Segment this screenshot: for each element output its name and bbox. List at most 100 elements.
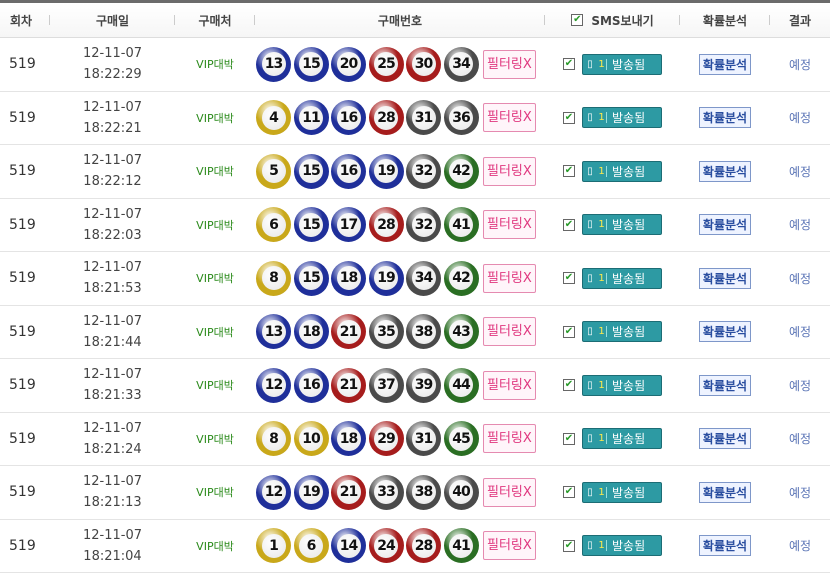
- ball-number: 32: [411, 212, 436, 237]
- ball-number: 16: [336, 159, 361, 184]
- ball-number: 15: [299, 212, 323, 237]
- sms-sent-button[interactable]: ▯ 1 발송됨: [582, 481, 662, 503]
- result-cell: 예정: [788, 111, 812, 126]
- purchase-time: 18:22:03: [83, 227, 142, 243]
- sms-sent-button[interactable]: ▯ 1 발송됨: [582, 267, 662, 289]
- phone-icon: ▯: [587, 219, 593, 231]
- sms-sent-button[interactable]: ▯ 1 발송됨: [582, 374, 662, 396]
- analysis-button[interactable]: 확률분석: [698, 267, 752, 289]
- lotto-ball: 41: [443, 528, 479, 564]
- analysis-button[interactable]: 확률분석: [698, 428, 752, 450]
- filter-button[interactable]: 필터링X: [483, 370, 536, 400]
- ball-number: 14: [336, 533, 361, 558]
- sms-checkbox[interactable]: ✔: [563, 272, 575, 285]
- ball-number: 40: [449, 480, 473, 505]
- sms-checkbox[interactable]: ✔: [563, 325, 575, 338]
- lotto-ball: 36: [443, 100, 479, 136]
- lotto-ball: 16: [293, 367, 329, 403]
- sms-sent-button[interactable]: ▯ 1 발송됨: [582, 321, 662, 343]
- phone-icon: ▯: [587, 272, 593, 284]
- sms-checkbox[interactable]: ✔: [563, 486, 575, 499]
- sent-count: 1: [597, 540, 607, 552]
- filter-button[interactable]: 필터링X: [483, 317, 536, 347]
- lotto-ball: 28: [368, 207, 404, 243]
- sms-sent-button[interactable]: ▯ 1 발송됨: [582, 53, 662, 75]
- table-row: 519 12-11-07 18:21:04 VIP대박 1 6 14 24 28 41 필터링X ✔ ▯…: [0, 520, 830, 573]
- analysis-button[interactable]: 확률분석: [698, 53, 752, 75]
- analysis-button[interactable]: 확률분석: [698, 321, 752, 343]
- filter-button[interactable]: 필터링X: [483, 103, 536, 133]
- sms-cell: ✔ ▯ 1 발송됨: [545, 481, 680, 503]
- purchase-date: 12-11-07: [82, 474, 142, 490]
- filter-button[interactable]: 필터링X: [483, 424, 536, 454]
- analysis-cell: 확률분석: [680, 160, 770, 182]
- ball-number: 15: [299, 52, 323, 77]
- purchase-time: 18:22:12: [83, 174, 142, 190]
- filter-button[interactable]: 필터링X: [483, 156, 536, 186]
- sms-sent-button[interactable]: ▯ 1 발송됨: [582, 428, 662, 450]
- sent-count: 1: [597, 58, 607, 70]
- sms-checkbox[interactable]: ✔: [563, 539, 575, 552]
- sms-sent-button[interactable]: ▯ 1 발송됨: [582, 535, 662, 557]
- ball-number: 11: [299, 105, 323, 130]
- analysis-button[interactable]: 확률분석: [698, 374, 752, 396]
- filter-button[interactable]: 필터링X: [483, 49, 536, 79]
- lotto-ball: 45: [443, 421, 479, 457]
- sms-checkbox[interactable]: ✔: [563, 432, 575, 445]
- purchase-table-body: 519 12-11-07 18:22:29 VIP대박 13 15 20 25 30 34 필터링X…: [0, 38, 830, 573]
- ball-number: 19: [374, 159, 398, 184]
- lotto-ball: 34: [443, 46, 479, 82]
- lotto-ball: 8: [256, 260, 291, 296]
- analysis-button[interactable]: 확률분석: [698, 535, 752, 557]
- lotto-ball: 28: [406, 528, 441, 564]
- sent-label: 발송됨: [612, 432, 646, 447]
- analysis-button[interactable]: 확률분석: [698, 214, 752, 236]
- analysis-button[interactable]: 확률분석: [698, 160, 752, 182]
- shop-cell: VIP대박: [196, 111, 234, 125]
- filter-button[interactable]: 필터링X: [483, 477, 536, 507]
- ball-number: 29: [374, 426, 398, 451]
- lotto-ball: 30: [406, 46, 441, 82]
- sent-count: 1: [597, 379, 607, 391]
- round-cell: 519: [9, 377, 36, 394]
- lotto-ball: 19: [368, 260, 404, 296]
- purchase-time: 18:22:29: [83, 67, 142, 83]
- sms-sent-button[interactable]: ▯ 1 발송됨: [582, 214, 662, 236]
- analysis-button[interactable]: 확률분석: [698, 107, 752, 129]
- sms-checkbox[interactable]: ✔: [563, 379, 575, 392]
- ball-number: 21: [336, 480, 361, 505]
- lotto-ball: 32: [406, 153, 441, 189]
- header-shop: 구매처: [175, 12, 255, 29]
- sms-checkbox[interactable]: ✔: [563, 165, 575, 178]
- analysis-cell: 확률분석: [680, 107, 770, 129]
- lotto-ball: 44: [443, 367, 479, 403]
- date-cell: 12-11-07 18:22:12: [50, 150, 175, 192]
- lotto-ball: 20: [331, 46, 366, 82]
- sent-label: 발송됨: [612, 111, 646, 126]
- numbers-cell: 8 10 18 29 31 45 필터링X: [255, 421, 545, 457]
- table-row: 519 12-11-07 18:21:24 VIP대박 8 10 18 29 31 45 필터링X ✔…: [0, 413, 830, 466]
- sms-checkbox[interactable]: ✔: [563, 111, 575, 124]
- lotto-ball: 39: [406, 367, 441, 403]
- sms-select-all-checkbox[interactable]: ✔: [571, 14, 584, 26]
- sms-cell: ✔ ▯ 1 발송됨: [545, 535, 680, 557]
- sms-checkbox[interactable]: ✔: [563, 58, 575, 71]
- sent-count: 1: [597, 165, 607, 177]
- round-cell: 519: [9, 216, 36, 233]
- filter-button[interactable]: 필터링X: [483, 531, 536, 561]
- ball-number: 8: [261, 426, 286, 451]
- sms-checkbox[interactable]: ✔: [563, 218, 575, 231]
- filter-button[interactable]: 필터링X: [483, 263, 536, 293]
- analysis-cell: 확률분석: [680, 214, 770, 236]
- table-row: 519 12-11-07 18:21:33 VIP대박 12 16 21 37 39 44 필터링X…: [0, 359, 830, 413]
- analysis-button[interactable]: 확률분석: [698, 481, 752, 503]
- sms-sent-button[interactable]: ▯ 1 발송됨: [582, 107, 662, 129]
- sms-cell: ✔ ▯ 1 발송됨: [545, 214, 680, 236]
- sms-sent-button[interactable]: ▯ 1 발송됨: [582, 160, 662, 182]
- purchase-date: 12-11-07: [82, 206, 142, 222]
- filter-button[interactable]: 필터링X: [483, 210, 536, 240]
- ball-number: 10: [299, 426, 323, 451]
- ball-number: 18: [336, 426, 361, 451]
- ball-number: 44: [449, 373, 473, 398]
- purchase-date: 12-11-07: [82, 46, 142, 62]
